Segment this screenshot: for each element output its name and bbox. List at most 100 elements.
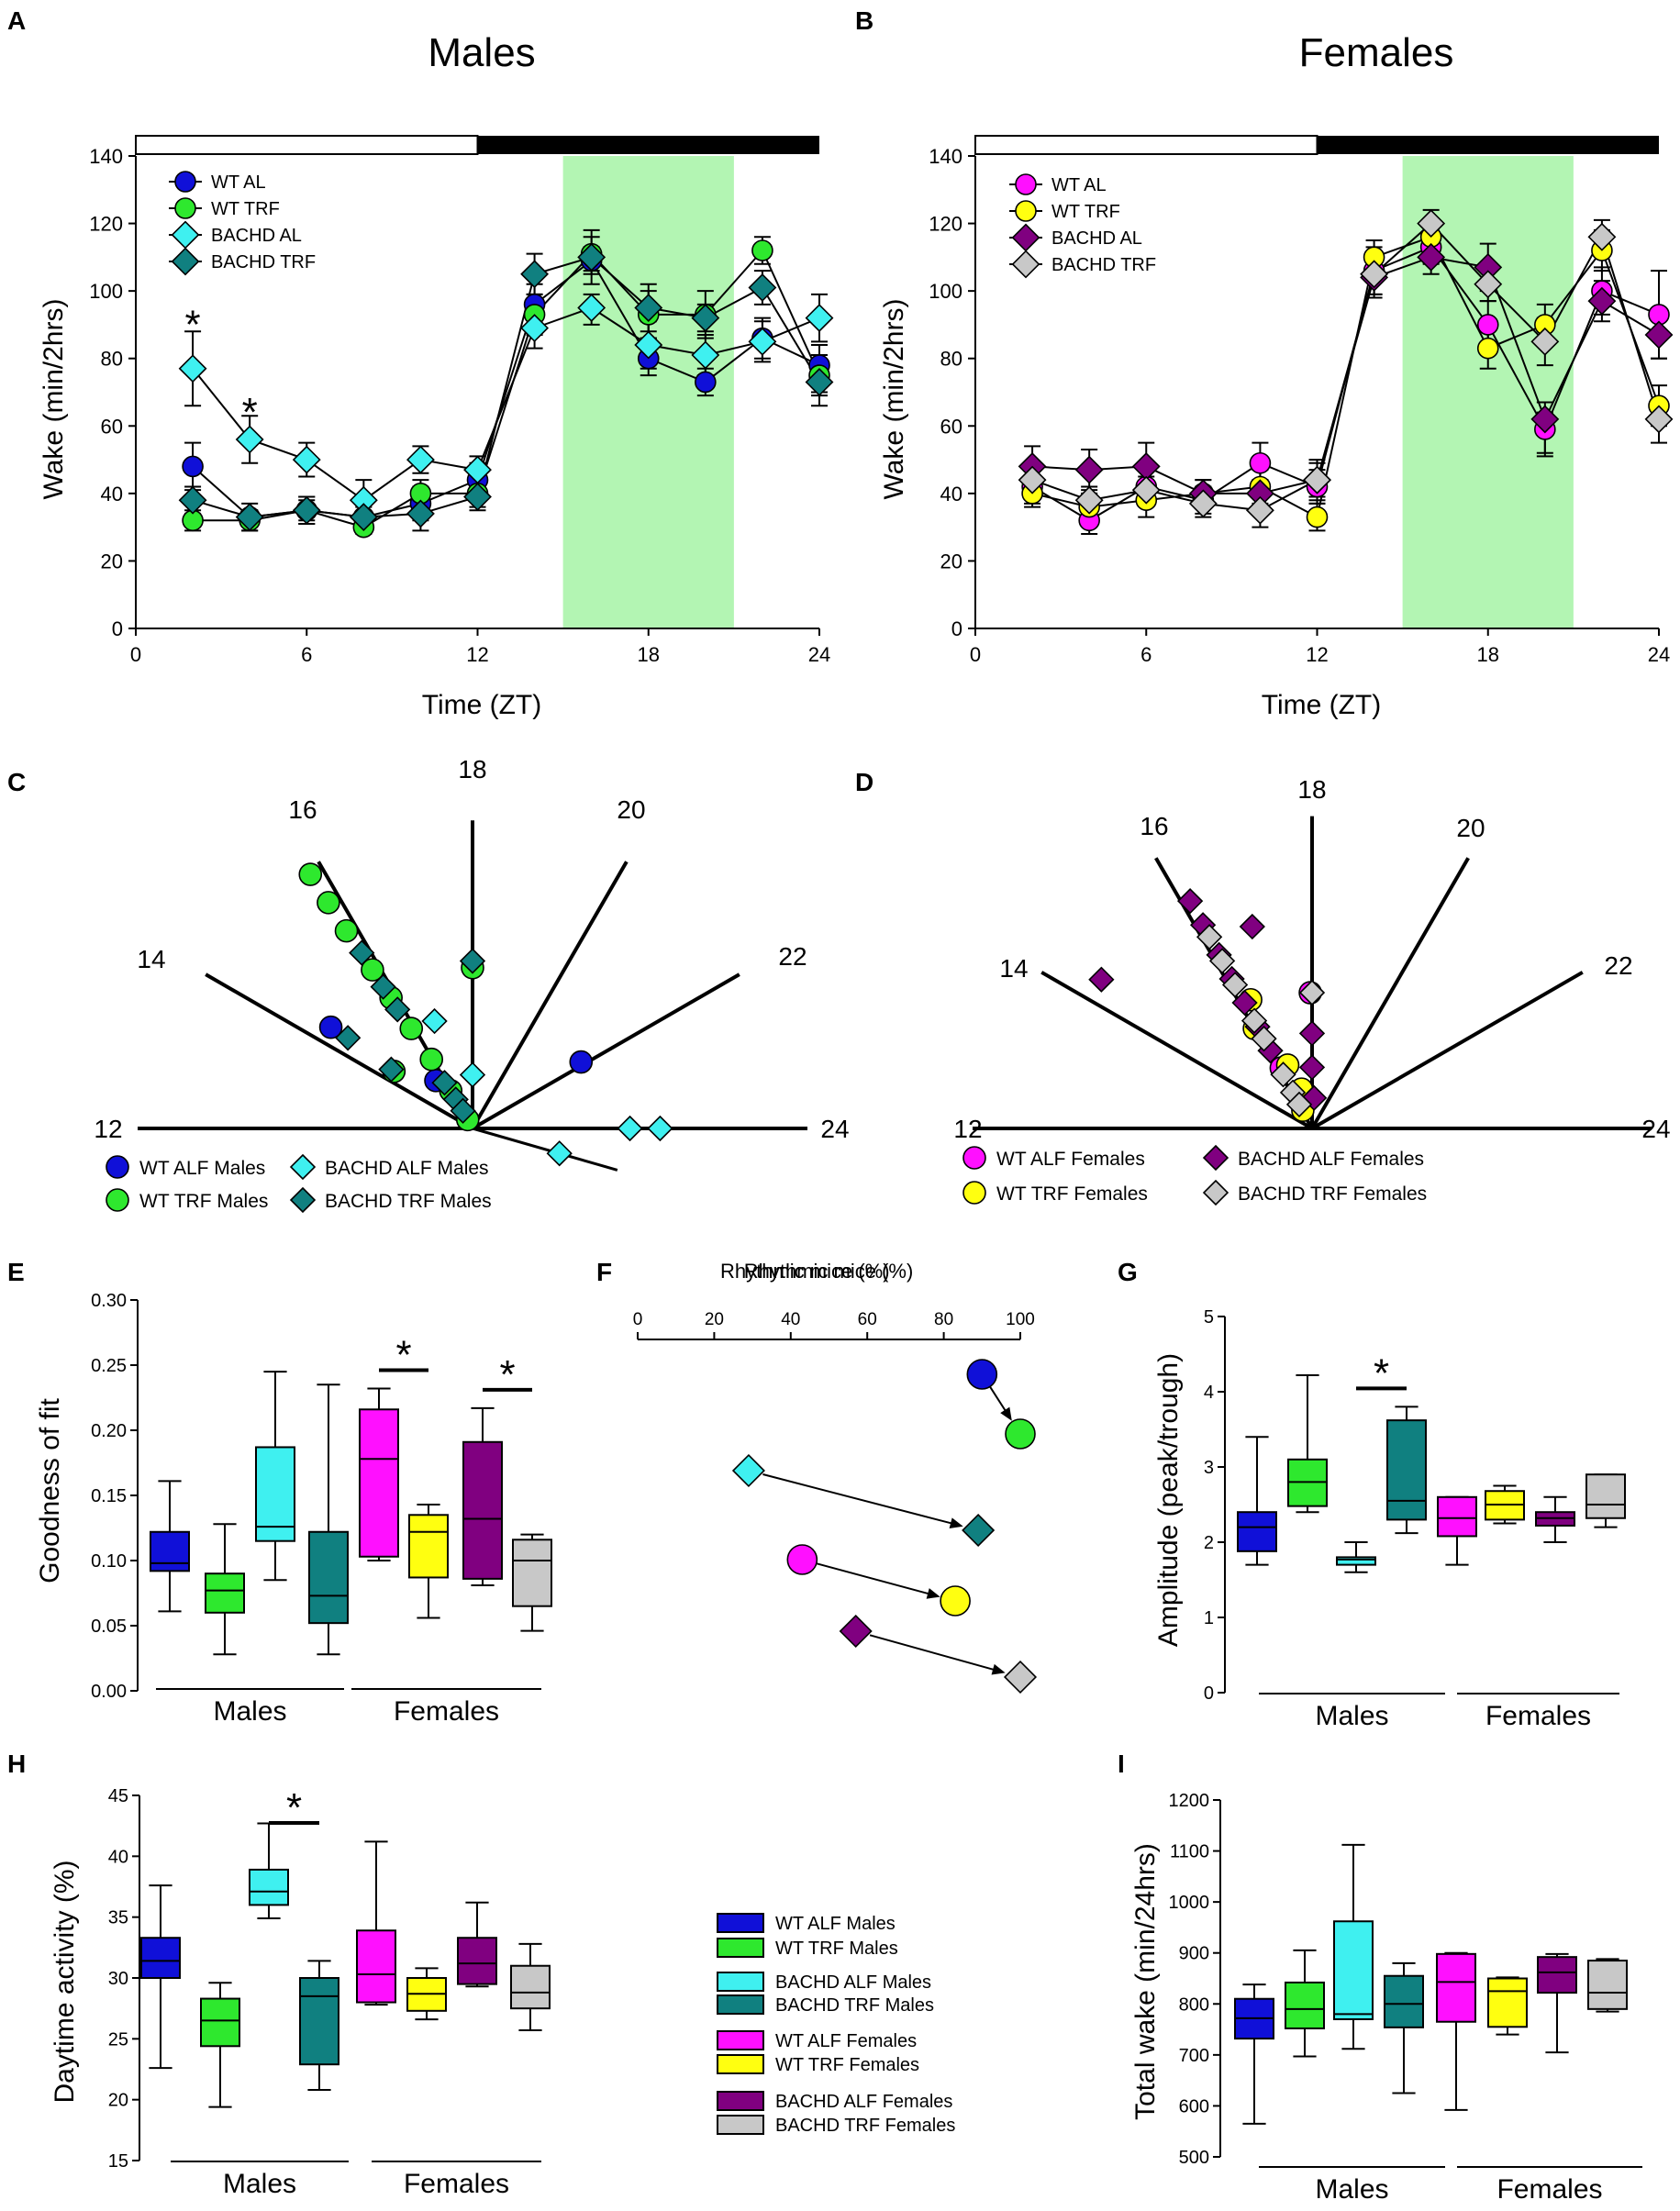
panel-d-axis-label: 16 bbox=[1140, 812, 1168, 840]
panel-a-point bbox=[691, 304, 720, 333]
panel-b-dark-bar bbox=[1317, 136, 1659, 154]
panel-h-group-label: Males bbox=[223, 2169, 296, 2199]
panel-c-point bbox=[617, 1115, 643, 1142]
panel-b-x-tick-label: 12 bbox=[1306, 643, 1328, 666]
panel-h-box bbox=[510, 1964, 551, 2010]
panel-c-radial-scale-axis bbox=[472, 1127, 618, 1172]
panel-f-plot: Rhythmic mice (%) 0 20 40 60 80 100 bbox=[633, 1260, 1038, 1694]
panel-d-point bbox=[1221, 972, 1249, 998]
panel-i-plot: 500 600 700 800 900 1000 1100 1200 Males Females bbox=[1169, 1791, 1642, 2205]
panel-c-point bbox=[450, 1097, 476, 1124]
panel-d-point bbox=[1270, 1061, 1296, 1088]
panel-h-legend-swatch bbox=[717, 1994, 764, 2015]
panel-b-title: Females bbox=[1299, 30, 1454, 75]
panel-e-box bbox=[512, 1539, 552, 1607]
panel-label-f: F bbox=[596, 1258, 612, 1286]
panel-h-y-tick-label: 15 bbox=[108, 2151, 128, 2172]
panel-i-y-tick-label: 1200 bbox=[1169, 1791, 1210, 1811]
panel-a-x-tick-label: 0 bbox=[130, 643, 141, 666]
panel-a-y-tick-label: 100 bbox=[89, 280, 123, 303]
panel-c-legend-label: BACHD ALF Males bbox=[325, 1158, 489, 1179]
panel-h: H Daytime activity (%) 15 20 25 30 35 40 45 * Ma… bbox=[7, 1750, 955, 2199]
panel-f-arrow-line bbox=[816, 1562, 936, 1596]
panel-d-axis-label: 12 bbox=[953, 1115, 982, 1143]
panel-b-point bbox=[1417, 209, 1446, 239]
panel-c-point bbox=[431, 1070, 458, 1096]
panel-b-point bbox=[1476, 337, 1499, 360]
panel-a-y-tick-label: 80 bbox=[101, 348, 123, 371]
panel-f-from-marker bbox=[786, 1544, 818, 1575]
panel-h-y-tick-label: 35 bbox=[108, 1908, 128, 1928]
panel-i-box bbox=[1487, 1977, 1528, 2028]
panel-f-from-marker bbox=[839, 1614, 873, 1649]
panel-b: B Females Time (ZT) Wake (min/2hrs) 0 20 4… bbox=[855, 6, 1674, 720]
panel-i-y-tick-label: 900 bbox=[1179, 1944, 1209, 1964]
panel-d-legend-label: WT ALF Females bbox=[996, 1149, 1145, 1170]
panel-h-y-tick-label: 40 bbox=[108, 1847, 128, 1867]
panel-d-point bbox=[1251, 1026, 1277, 1052]
panel-i-box bbox=[1587, 1960, 1628, 2010]
panel-h-box bbox=[299, 1977, 339, 2066]
panel-c-legend-marker bbox=[289, 1153, 317, 1181]
panel-f-x-tick-label: 40 bbox=[781, 1310, 800, 1329]
panel-a-legend-label: WT AL bbox=[211, 172, 266, 193]
panel-c-radial-axis bbox=[205, 972, 474, 1130]
panel-i-y-tick-label: 800 bbox=[1179, 1994, 1209, 2015]
panel-b-ylabel: Wake (min/2hrs) bbox=[879, 299, 909, 500]
panel-c-plot: 12 14 16 18 20 22 24 WT ALF Males WT TRF Males BA… bbox=[94, 755, 850, 1214]
panel-a-x-tick-label: 24 bbox=[808, 643, 830, 666]
panel-c-point bbox=[384, 996, 411, 1023]
panel-d-legend-marker bbox=[1202, 1179, 1229, 1206]
panel-h-legend-label: BACHD ALF Females bbox=[775, 2092, 952, 2112]
panel-b-y-tick-label: 80 bbox=[940, 348, 962, 371]
panel-d-point bbox=[1231, 989, 1258, 1017]
panel-g-ylabel: Amplitude (peak/trough) bbox=[1153, 1353, 1184, 1647]
panel-d-point bbox=[1241, 1007, 1268, 1034]
panel-c-radial-axis bbox=[471, 861, 629, 1130]
panel-a-legend-label: BACHD TRF bbox=[211, 252, 316, 272]
panel-c-point bbox=[298, 862, 323, 886]
panel-h-plot: 15 20 25 30 35 40 45 * Males Females bbox=[108, 1785, 551, 2199]
panel-h-box bbox=[356, 1929, 396, 2004]
panel-b-y-tick-label: 140 bbox=[929, 145, 962, 168]
panel-d-point bbox=[1285, 1091, 1313, 1118]
panel-c-legend-marker bbox=[289, 1186, 317, 1214]
panel-b-point bbox=[1188, 489, 1218, 518]
panel-i-y-tick-label: 1100 bbox=[1170, 1842, 1209, 1862]
panel-f-x-tick-label: 80 bbox=[934, 1310, 953, 1329]
panel-c-point bbox=[361, 958, 384, 982]
panel-a-ylabel: Wake (min/2hrs) bbox=[39, 299, 69, 500]
panel-c-point bbox=[349, 939, 375, 966]
panel-b-legend-label: WT TRF bbox=[1051, 202, 1120, 222]
panel-h-legend-swatch bbox=[717, 2030, 764, 2050]
panel-c-axis-label: 16 bbox=[288, 795, 317, 824]
panel-label-i: I bbox=[1118, 1750, 1125, 1778]
panel-c-axis-label: 20 bbox=[617, 795, 645, 824]
panel-c-point bbox=[399, 1017, 424, 1040]
panel-a-point bbox=[695, 371, 717, 394]
panel-a-legend-marker bbox=[171, 247, 200, 276]
panel-f-from-marker bbox=[731, 1453, 765, 1488]
panel-i-y-tick-label: 600 bbox=[1179, 2096, 1209, 2117]
panel-c: C 12 14 16 18 20 22 24 WT ALF Males WT TRF Males… bbox=[7, 755, 890, 1283]
panel-h-box bbox=[457, 1937, 497, 1985]
panel-d-point bbox=[1298, 1020, 1326, 1047]
panel-d-axis-label: 18 bbox=[1297, 775, 1326, 804]
panel-c-legend-label: WT TRF Males bbox=[139, 1191, 268, 1212]
panel-c-point bbox=[334, 918, 359, 943]
panel-a-significance-star: * bbox=[242, 390, 258, 435]
panel-b-point bbox=[1074, 485, 1104, 515]
panel-d-point bbox=[1298, 979, 1326, 1006]
panel-e-box bbox=[255, 1446, 295, 1542]
panel-b-xlabel: Time (ZT) bbox=[1262, 690, 1382, 720]
panel-b-point bbox=[1074, 455, 1104, 484]
panel-a-legend-marker bbox=[171, 220, 200, 250]
panel-b-point bbox=[1474, 270, 1503, 299]
panel-c-point bbox=[421, 1007, 448, 1035]
panel-g-significance-star: * bbox=[1374, 1350, 1389, 1395]
panel-a-y-tick-label: 20 bbox=[101, 550, 123, 572]
panel-g-y-tick-label: 5 bbox=[1204, 1307, 1214, 1328]
panel-b-legend-marker bbox=[1011, 223, 1040, 252]
panel-e-box bbox=[308, 1530, 349, 1625]
panel-a-point bbox=[406, 445, 435, 474]
